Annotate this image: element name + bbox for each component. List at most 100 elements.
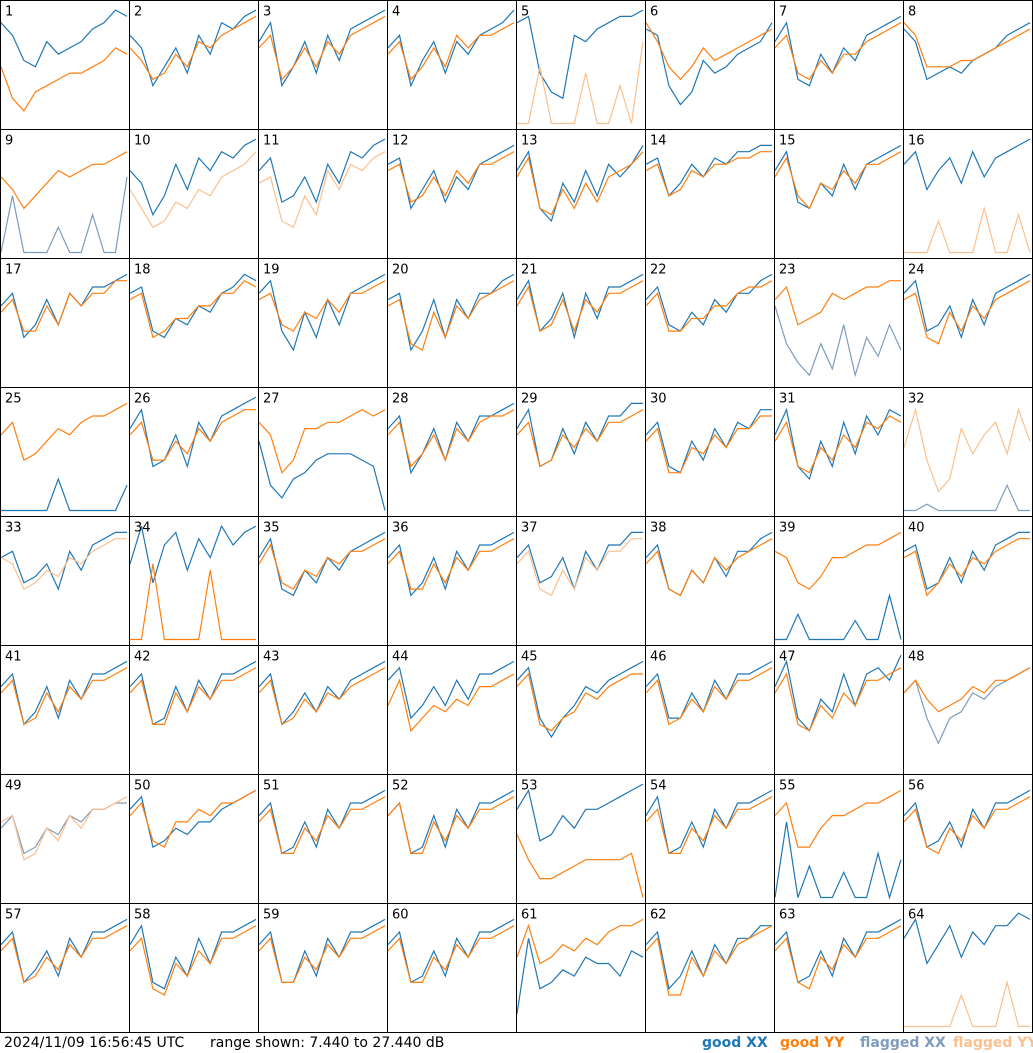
- spectrum-yy: [516, 538, 643, 597]
- panel-label: 61: [521, 908, 538, 923]
- spectrum-xx: [258, 138, 386, 204]
- panel-border: [645, 0, 775, 130]
- panel-label: 32: [908, 392, 925, 407]
- panel-border: [129, 903, 259, 1033]
- spectrum-xx: [0, 273, 128, 339]
- panel-label: 12: [392, 134, 409, 149]
- spectrum-xx: [516, 273, 644, 340]
- panel-border: [516, 258, 646, 388]
- panel-label: 44: [392, 650, 409, 665]
- spectrum-yy: [645, 415, 772, 474]
- spectrum-yy: [387, 796, 515, 854]
- timestamp: 2024/11/09 16:56:45 UTC: [4, 1035, 184, 1051]
- panel-label: 55: [779, 779, 796, 794]
- panel-label: 41: [5, 650, 22, 665]
- spectrum-xx: [516, 402, 643, 468]
- legend-entry: good YY: [780, 1035, 845, 1051]
- panel-label: 54: [650, 779, 667, 794]
- panel-label: 2: [134, 5, 142, 20]
- spectrum-xx: [387, 144, 515, 210]
- panel-label: 20: [392, 263, 409, 278]
- panel-label: 1: [5, 5, 13, 20]
- panel-label: 17: [5, 263, 22, 278]
- spectrum-yy: [387, 151, 515, 203]
- spectrum-yy: [258, 796, 386, 854]
- panel-label: 19: [263, 263, 280, 278]
- spectrum-xx: [129, 660, 257, 726]
- spectrum-xx: [387, 789, 515, 855]
- spectrum-xx: [903, 789, 1031, 849]
- spectrum-xx: [0, 918, 128, 984]
- spectrum-yy: [258, 409, 386, 474]
- panel-label: 25: [5, 392, 22, 407]
- spectrum-xx: [258, 531, 386, 597]
- spectrum-xx: [645, 273, 773, 332]
- spectrum-yy: [774, 789, 902, 848]
- spectrum-xx: [903, 22, 1031, 81]
- spectrum-xx: [129, 273, 257, 339]
- spectrum-yy: [774, 925, 902, 990]
- spectrum-yy: [903, 667, 1031, 713]
- panel-label: 56: [908, 779, 925, 794]
- spectrum-xx: [516, 145, 644, 223]
- panel-label: 59: [263, 908, 280, 923]
- panel-label: 28: [392, 392, 409, 407]
- panel-border: [516, 0, 646, 130]
- spectrum-xx: [645, 531, 773, 597]
- spectrum-yy: [904, 980, 1030, 1028]
- spectrum-yy: [387, 925, 515, 983]
- spectrum-xx: [0, 9, 128, 68]
- panel-label: 50: [134, 779, 151, 794]
- panel-label: 33: [5, 521, 22, 536]
- panel-label: 57: [5, 908, 22, 923]
- spectrum-yy: [645, 22, 773, 81]
- panel-label: 21: [521, 263, 538, 278]
- spectrum-xx: [258, 918, 386, 983]
- spectrum-xx: [645, 409, 772, 474]
- panel-border: [258, 129, 388, 259]
- spectrum-xx: [904, 483, 1030, 512]
- spectrum-xx: [516, 9, 644, 100]
- spectrum-xx: [774, 654, 902, 732]
- spectrum-yy: [258, 925, 386, 983]
- spectrum-yy: [516, 280, 644, 333]
- panel-border: [387, 516, 517, 646]
- spectrum-xx: [258, 273, 386, 352]
- panel-label: 8: [908, 5, 916, 20]
- panel-border: [774, 0, 904, 130]
- spectrum-yy: [387, 409, 515, 468]
- panel-border: [387, 645, 517, 775]
- spectrum-yy: [903, 796, 1031, 855]
- panel-label: 58: [134, 908, 151, 923]
- spectrum-yy: [645, 538, 773, 597]
- panel-label: 51: [263, 779, 280, 794]
- spectrum-xx: [645, 22, 773, 106]
- panel-border: [129, 774, 259, 904]
- legend-entry: flagged XX: [860, 1035, 946, 1051]
- panel-border: [258, 258, 388, 388]
- spectrum-yy: [774, 22, 902, 81]
- spectrum-xx: [903, 667, 1031, 745]
- spectrum-xx: [129, 918, 257, 990]
- spectrum-yy: [0, 538, 127, 590]
- panel-border: [903, 774, 1033, 904]
- panel-label: 31: [779, 392, 796, 407]
- panel-border: [387, 129, 517, 259]
- panel-border: [903, 645, 1033, 775]
- spectrum-yy: [645, 796, 773, 854]
- spectrum-xx: [774, 407, 902, 481]
- panel-label: 26: [134, 392, 151, 407]
- panel-label: 16: [908, 134, 925, 149]
- panel-border: [129, 129, 259, 259]
- spectrum-yy: [129, 789, 257, 848]
- spectrum-yy: [258, 667, 386, 726]
- panel-label: 49: [5, 779, 22, 794]
- spectrum-xx: [387, 660, 515, 720]
- panel-border: [774, 645, 904, 775]
- panel-label: 9: [5, 134, 13, 149]
- spectrum-yy: [129, 925, 257, 996]
- panel-label: 37: [521, 521, 538, 536]
- panel-label: 43: [263, 650, 280, 665]
- spectrum-yy: [129, 151, 257, 229]
